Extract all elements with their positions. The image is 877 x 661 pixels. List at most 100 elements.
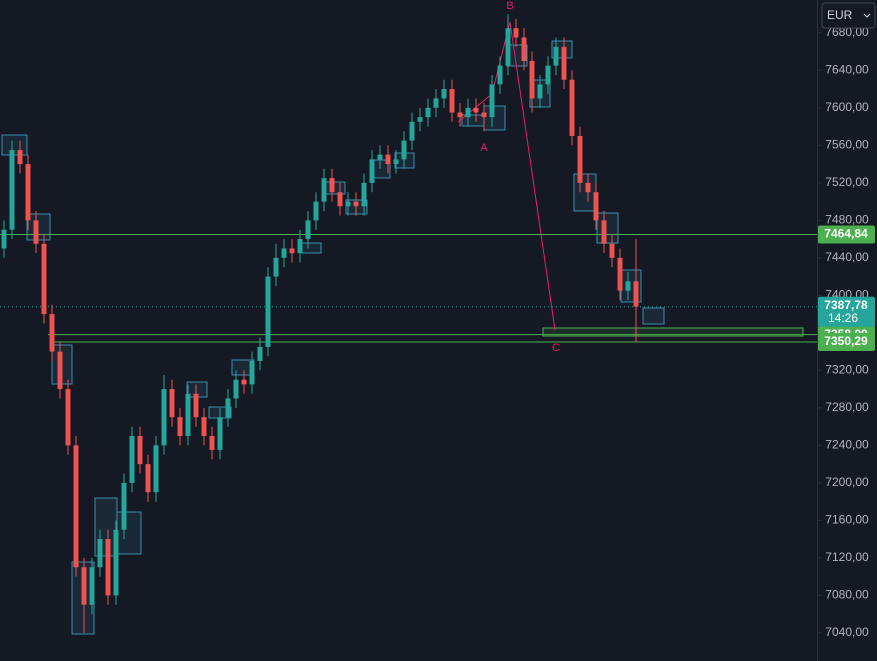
candle-body [121,482,127,530]
candle-body [257,346,263,361]
candle-body [313,201,319,221]
candle-body [169,389,175,418]
candle-body [409,121,415,141]
candle-body [385,154,391,165]
order-blocks [1,40,665,635]
y-tick-label: 7600,00 [825,100,869,114]
candle-body [105,539,111,596]
order-block [116,511,142,555]
currency-select-box[interactable] [821,2,876,29]
candle-body [289,248,295,254]
y-tick-label: 7240,00 [825,438,869,452]
candle-body [545,65,551,85]
candle-body [89,567,95,605]
y-tick-label: 7520,00 [825,175,869,189]
last-price-label: 7387,78 [824,298,868,312]
candle-body [113,529,119,596]
candle-body [329,178,335,193]
y-tick-label: 7280,00 [825,400,869,414]
candle-body [217,417,223,451]
candle-body [209,435,215,451]
candle-body [321,178,327,202]
candle-body [617,257,623,291]
annotation: C [552,342,560,354]
candle-body [593,192,599,221]
candle-body [513,28,519,38]
candle-body [473,107,479,113]
candles [1,14,639,633]
y-tick-label: 7040,00 [825,625,869,639]
y-tick-label: 7640,00 [825,62,869,76]
candle-body [17,150,23,165]
candle-body [185,393,191,436]
price-axis: 7040,00 7080,00 7120,00 7160,00 7200,00 7240,… [817,0,875,661]
candle-body [633,281,639,307]
countdown: 14:26 [828,311,858,325]
candle-body [353,201,359,207]
chevron[interactable] [863,13,871,18]
order-block [642,307,665,325]
candle-body [57,351,63,390]
candle-body [361,182,367,207]
candle-body [585,182,591,193]
candle-body [73,445,79,568]
candle-body [401,140,407,160]
candle-body [609,243,615,258]
y-tick-label: 7440,00 [825,250,869,264]
candle-body [625,281,631,291]
candle-body [65,389,71,446]
y-tick-label: 7200,00 [825,475,869,489]
candle-body [529,60,535,99]
candle-body [25,164,31,221]
last-price-box [818,296,875,327]
y-tick-label: 7320,00 [825,363,869,377]
candle-body [497,65,503,85]
candle-body [97,539,103,568]
annotation: A [480,142,488,154]
candle-body [457,112,463,118]
candle-body [41,243,47,315]
candle-body [577,135,583,183]
price-lines [0,234,817,343]
support-zone [542,327,804,337]
candle-body [201,417,207,436]
currency-label[interactable]: EUR [827,8,853,22]
price-label: 7350,29 [824,334,868,348]
y-tick-label: 7560,00 [825,137,869,151]
candle-body [225,398,231,418]
candle-body [265,276,271,347]
order-block [461,114,485,127]
y-tick-label: 7120,00 [825,550,869,564]
currency-select[interactable]: EUR [821,2,876,29]
candle-body [305,220,311,240]
candle-body [81,567,87,605]
order-block [301,242,322,254]
order-block [596,212,619,244]
candle-body [553,46,559,66]
candle-body [521,37,527,61]
candle-body [417,117,423,122]
candle-body [449,89,455,113]
candle-body [425,107,431,118]
candle-body [129,435,135,483]
candle-body [249,360,255,385]
candle-body [273,257,279,277]
candle-body [153,445,159,493]
candle-body [193,393,199,418]
candle-body [505,28,511,66]
candle-body [537,84,543,99]
candle-body [137,435,143,465]
candle-body [161,389,167,446]
candle-body [465,107,471,118]
candle-body [233,379,239,399]
candle-body [561,46,567,80]
y-tick-label: 7160,00 [825,513,869,527]
order-block [324,181,346,195]
candle-body [345,201,351,207]
y-tick-label: 7080,00 [825,588,869,602]
candle-body [601,220,607,244]
candle-body [1,229,7,249]
candle-body [569,79,575,136]
